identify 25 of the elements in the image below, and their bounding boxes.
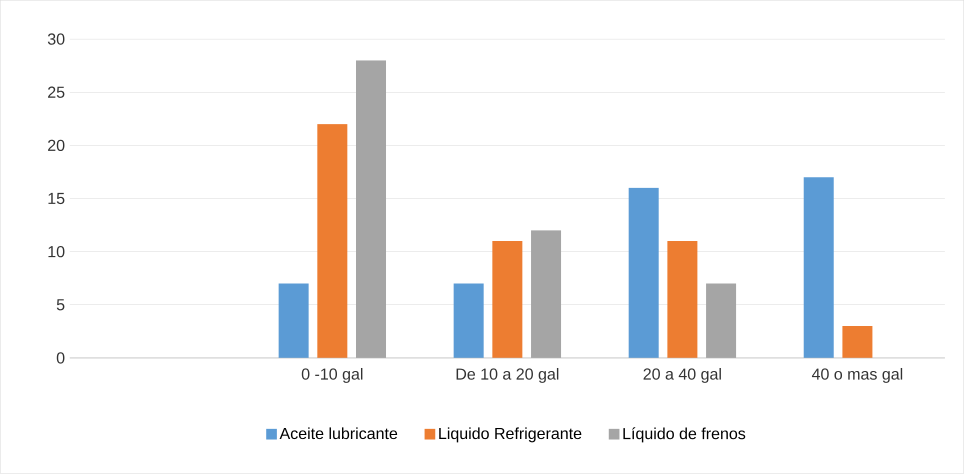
y-tick-label: 0: [56, 352, 64, 364]
bar: [356, 60, 386, 358]
bar: [804, 177, 834, 358]
bar: [492, 241, 522, 358]
y-tick-label: 30: [48, 34, 64, 45]
bar: [706, 284, 736, 358]
bar: [278, 284, 309, 358]
y-tick-label: 15: [48, 193, 64, 204]
bar: [842, 326, 872, 358]
bar: [454, 284, 484, 358]
x-tick-label: 20 a 40 gal: [644, 368, 721, 384]
legend-label: Líquido de frenos: [623, 427, 746, 443]
bar: [317, 124, 348, 358]
bar: [531, 230, 562, 358]
y-tick-label: 20: [48, 140, 64, 152]
legend-label: Liquido Refrigerante: [439, 428, 582, 442]
y-tick-label: 25: [48, 86, 64, 98]
legend-label: Aceite lubricante: [280, 428, 398, 440]
bar: [628, 188, 659, 358]
bar: [667, 241, 698, 358]
x-tick-label: De 10 a 20 gal: [456, 368, 558, 384]
x-tick-label: 0 -10 gal: [302, 368, 362, 384]
y-tick-label: 10: [48, 246, 64, 258]
y-tick-label: 5: [56, 299, 64, 310]
x-tick-label: 40 o mas gal: [812, 368, 902, 384]
